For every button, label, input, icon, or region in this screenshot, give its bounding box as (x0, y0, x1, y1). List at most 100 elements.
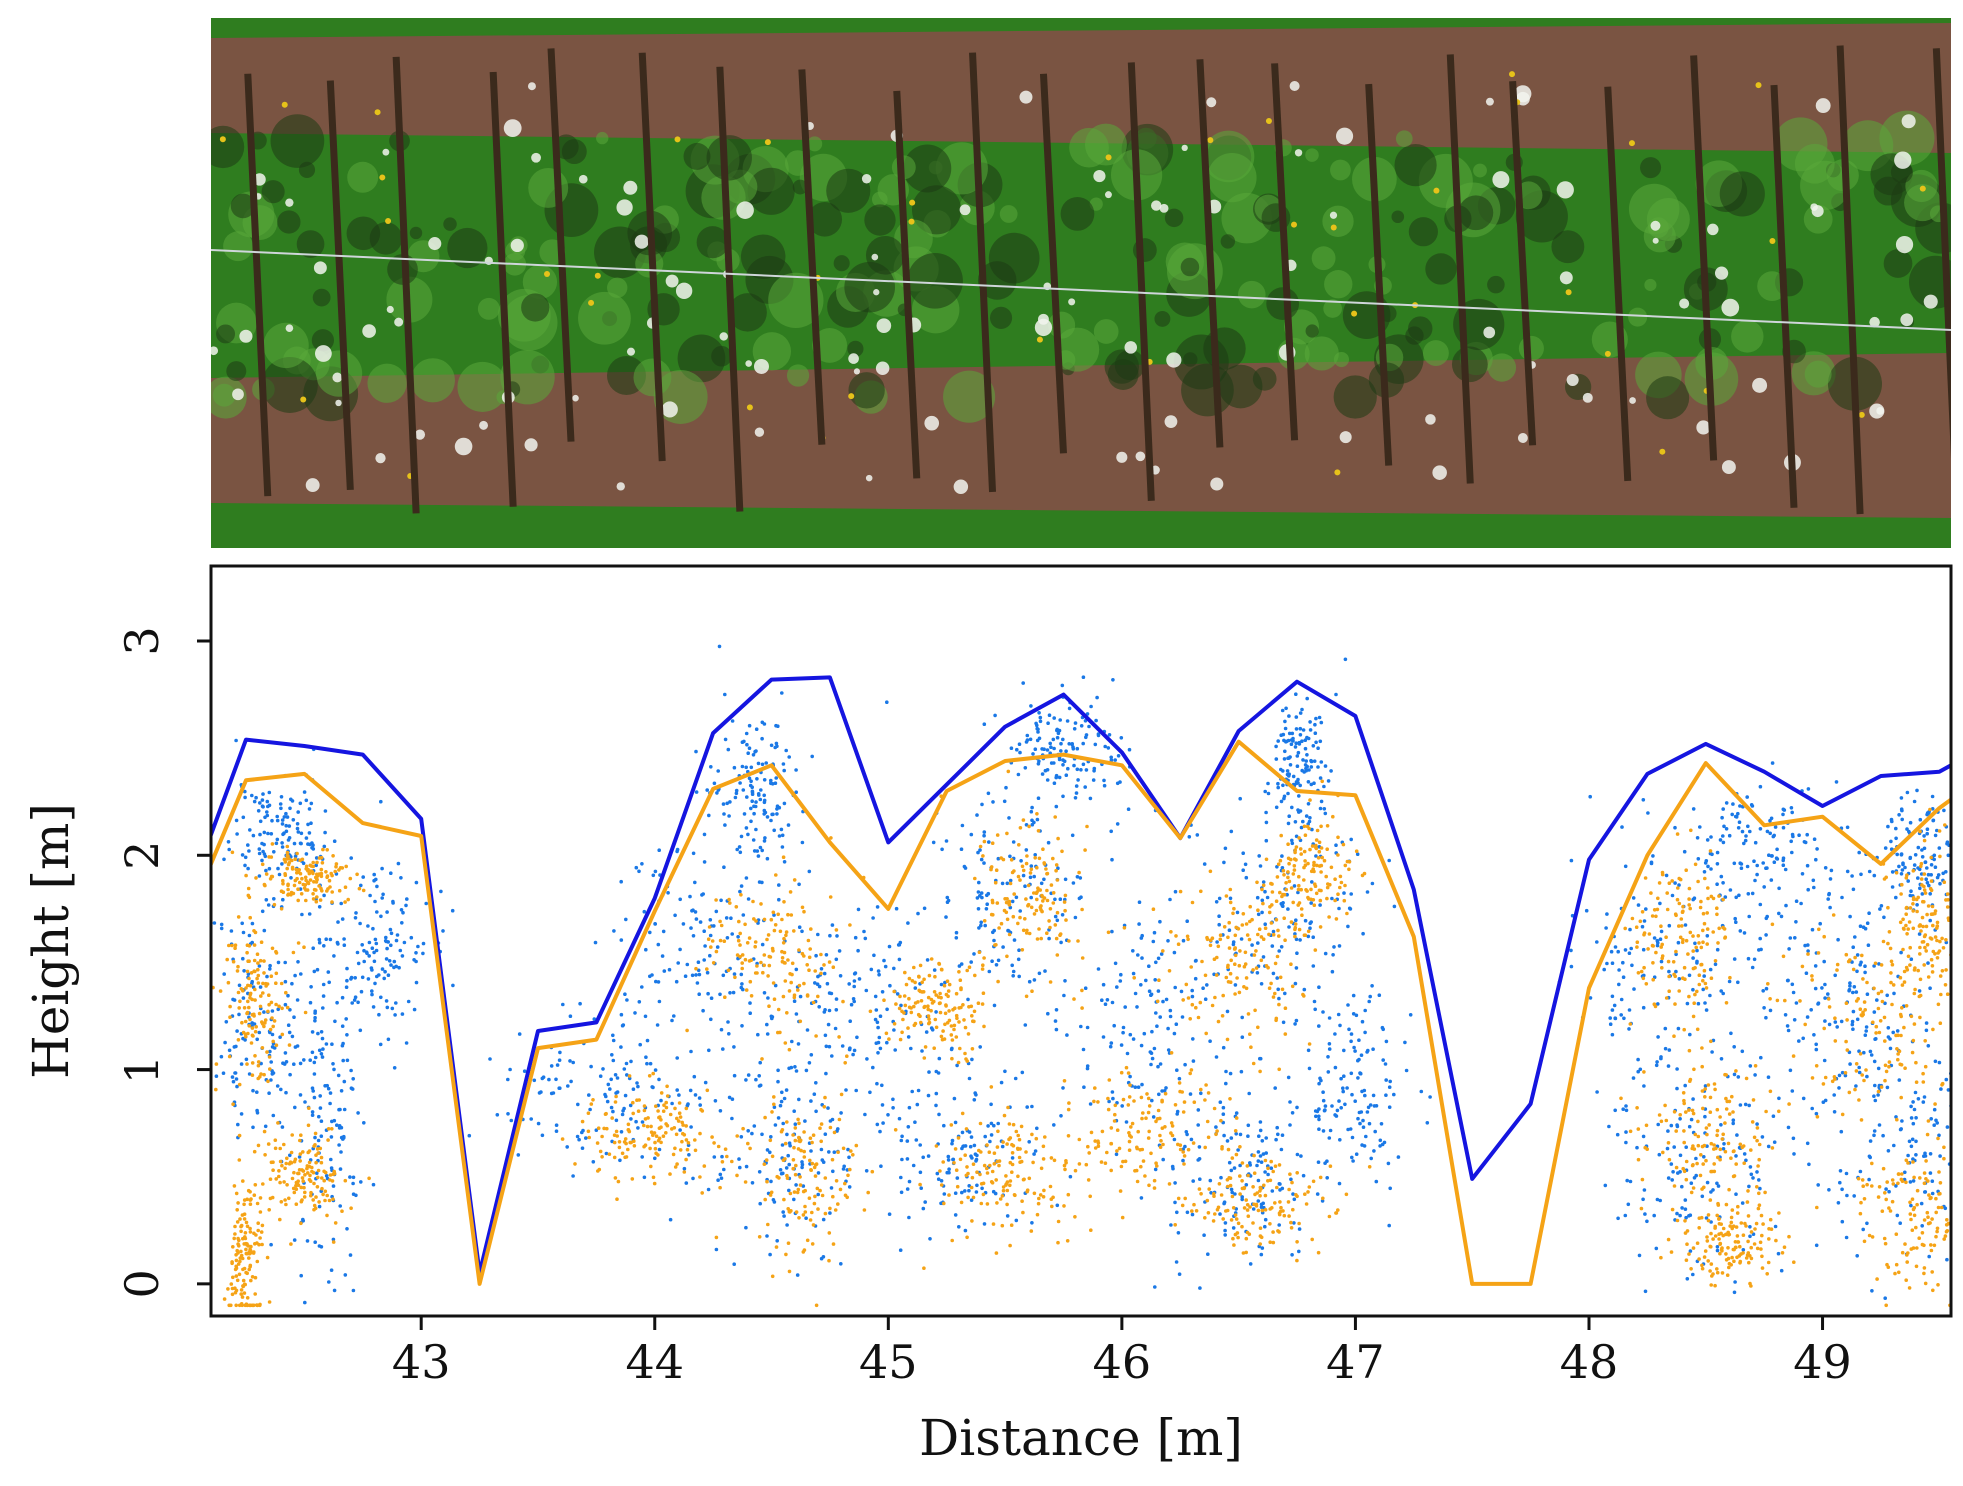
scatter-point (816, 932, 820, 937)
scatter-point (283, 960, 288, 965)
scatter-point (942, 1123, 946, 1128)
scatter-point (794, 967, 799, 972)
scatter-point (747, 746, 752, 750)
scatter-point (1244, 1183, 1249, 1187)
scatter-point (636, 1126, 640, 1130)
scatter-point (1333, 1113, 1337, 1117)
scatter-point (236, 964, 240, 969)
scatter-point (749, 779, 753, 783)
scatter-point (981, 1192, 986, 1197)
scatter-point (1049, 745, 1053, 749)
scatter-point (743, 957, 748, 962)
scatter-point (1652, 936, 1657, 940)
scatter-point (284, 829, 289, 834)
blossom-dot (1559, 271, 1573, 285)
scatter-point (361, 875, 366, 879)
scatter-point (1361, 1125, 1366, 1129)
scatter-point (773, 781, 778, 785)
scatter-point (951, 1157, 955, 1162)
scatter-point (1381, 1058, 1385, 1062)
scatter-point (1190, 994, 1195, 999)
scatter-point (1310, 827, 1314, 832)
scatter-point (631, 1100, 635, 1105)
scatter-point (276, 1007, 281, 1012)
scatter-point (644, 1055, 648, 1059)
scatter-point (776, 1116, 781, 1120)
scatter-point (1928, 918, 1932, 923)
scatter-point (1811, 878, 1816, 883)
scatter-point (1054, 773, 1059, 778)
scatter-point (921, 990, 926, 994)
scatter-point (1049, 883, 1054, 887)
scatter-point (1006, 928, 1010, 933)
scatter-point (1721, 807, 1725, 811)
tree-trunk (244, 73, 272, 497)
scatter-point (222, 1297, 227, 1301)
scatter-point (937, 962, 942, 966)
scatter-point (972, 952, 976, 956)
scatter-point (314, 1160, 318, 1165)
scatter-point (508, 1067, 512, 1072)
scatter-point (280, 818, 285, 822)
scatter-point (1740, 1201, 1745, 1205)
scatter-point (1683, 1198, 1688, 1202)
scatter-point (328, 1173, 333, 1177)
scatter-point (957, 964, 962, 968)
scatter-point (648, 1146, 652, 1151)
scatter-point (930, 1028, 935, 1032)
foliage-blob (1180, 257, 1200, 277)
scatter-point (1154, 1011, 1158, 1015)
scatter-point (824, 1071, 828, 1076)
scatter-point (253, 1242, 257, 1246)
foliage-blob (1757, 271, 1787, 301)
scatter-point (1271, 971, 1276, 976)
scatter-point (1733, 916, 1737, 921)
scatter-point (1384, 1039, 1389, 1044)
scatter-point (1288, 763, 1293, 767)
scatter-point (1288, 1100, 1292, 1104)
scatter-point (1043, 969, 1047, 973)
scatter-point (1764, 916, 1769, 921)
scatter-point (939, 995, 943, 1000)
scatter-point (792, 999, 797, 1003)
scatter-point (918, 963, 923, 968)
scatter-point (762, 778, 767, 782)
scatter-point (1912, 1107, 1917, 1112)
scatter-point (1350, 1092, 1354, 1097)
scatter-point (970, 1014, 974, 1018)
scatter-point (245, 1224, 250, 1229)
scatter-point (830, 1157, 835, 1162)
scatter-point (1865, 1074, 1869, 1079)
scatter-point (243, 795, 247, 800)
blossom-dot (503, 119, 522, 137)
scatter-point (1359, 1053, 1364, 1057)
scatter-point (749, 806, 753, 811)
scatter-point (794, 790, 798, 794)
scatter-point (1953, 888, 1957, 892)
scatter-point (967, 965, 972, 969)
scatter-point (724, 916, 729, 920)
scatter-point (718, 1185, 722, 1190)
scatter-point (298, 1093, 303, 1097)
scatter-point (813, 1163, 818, 1167)
scatter-point (253, 1275, 258, 1280)
scatter-point (807, 968, 811, 972)
scatter-point (1732, 1045, 1736, 1049)
scatter-point (661, 1109, 666, 1113)
scatter-point (1067, 706, 1072, 711)
scatter-point (667, 967, 672, 972)
scatter-point (276, 866, 280, 871)
scatter-point (853, 971, 858, 975)
scatter-point (305, 1239, 310, 1243)
scatter-point (384, 935, 388, 940)
scatter-point (308, 1179, 313, 1183)
scatter-point (968, 1144, 973, 1149)
scatter-point (367, 954, 372, 958)
scatter-point (1131, 949, 1135, 953)
scatter-point (232, 998, 237, 1002)
blossom-dot (1900, 313, 1914, 327)
scatter-point (1822, 959, 1826, 964)
scatter-point (854, 1088, 858, 1093)
scatter-point (714, 1235, 719, 1240)
scatter-point (1079, 724, 1084, 728)
